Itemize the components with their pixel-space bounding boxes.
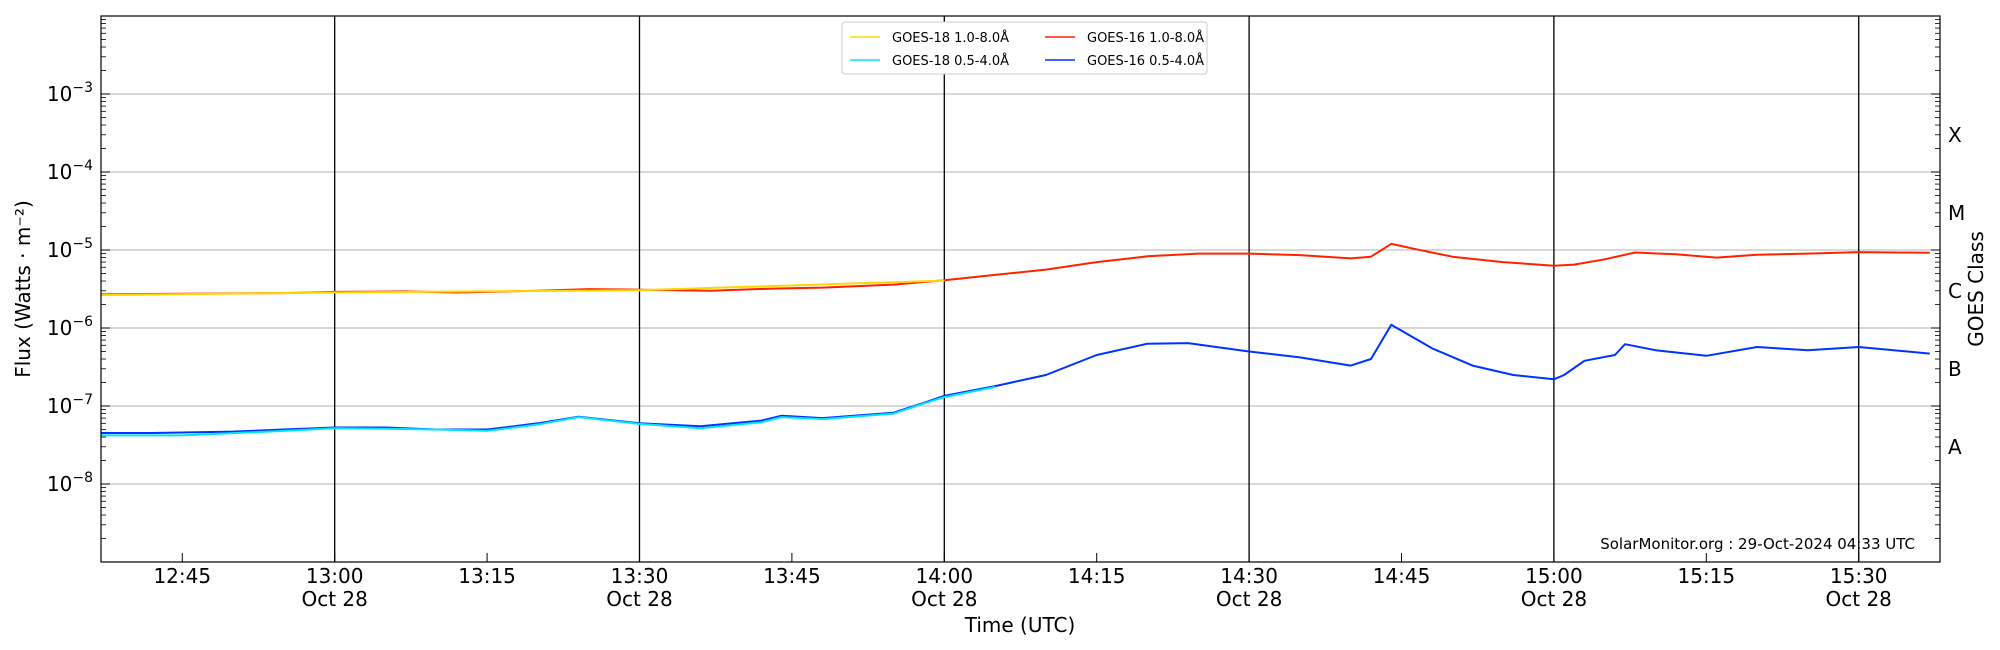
x-tick-label: 14:30 bbox=[1220, 564, 1278, 588]
legend-box bbox=[841, 21, 1208, 75]
y-tick-label: 10−3 bbox=[47, 80, 93, 106]
goes-class-label: B bbox=[1948, 357, 1962, 381]
x-tick-date-label: Oct 28 bbox=[1826, 587, 1892, 611]
goes-class-label: A bbox=[1948, 435, 1962, 459]
legend-label: GOES-16 1.0-8.0Å bbox=[1087, 30, 1204, 46]
x-tick-date-label: Oct 28 bbox=[1216, 587, 1282, 611]
y-tick-label: 10−5 bbox=[47, 236, 93, 262]
goes-class-label: X bbox=[1948, 123, 1962, 147]
x-tick-label: 14:15 bbox=[1068, 564, 1126, 588]
x-tick-label: 15:15 bbox=[1677, 564, 1735, 588]
x-tick-label: 13:00 bbox=[306, 564, 364, 588]
x-tick-label: 15:00 bbox=[1525, 564, 1583, 588]
y-tick-label: 10−6 bbox=[47, 314, 93, 340]
series-line-1 bbox=[101, 323, 1930, 434]
y-tick-label: 10−4 bbox=[47, 158, 93, 184]
x-tick-label: 13:45 bbox=[763, 564, 821, 588]
x-tick-label: 14:00 bbox=[915, 564, 973, 588]
series-line-3 bbox=[100, 279, 945, 296]
x-tick-label: 14:45 bbox=[1373, 564, 1431, 588]
x-tick-date-label: Oct 28 bbox=[911, 587, 977, 611]
x-tick-date-label: Oct 28 bbox=[1521, 587, 1587, 611]
x-tick-label: 13:30 bbox=[611, 564, 669, 588]
legend-label: GOES-18 1.0-8.0Å bbox=[892, 30, 1009, 46]
grid-lines bbox=[101, 16, 1940, 562]
y-tick-label: 10−7 bbox=[47, 392, 93, 418]
y-axis-title: Flux (Watts · m⁻²) bbox=[11, 200, 35, 378]
goes-class-label: M bbox=[1948, 201, 1965, 225]
series-line-0 bbox=[100, 242, 1930, 296]
x-tick-date-label: Oct 28 bbox=[606, 587, 672, 611]
x-axis-title: Time (UTC) bbox=[964, 613, 1076, 637]
plot-area-frame bbox=[100, 15, 1941, 563]
legend-label: GOES-16 0.5-4.0Å bbox=[1087, 53, 1204, 69]
y-tick-label: 10−8 bbox=[47, 470, 93, 496]
credit-text: SolarMonitor.org : 29-Oct-2024 04:33 UTC bbox=[1600, 535, 1915, 553]
x-tick-label: 15:30 bbox=[1830, 564, 1888, 588]
legend-label: GOES-18 0.5-4.0Å bbox=[892, 53, 1009, 69]
legend: GOES-18 1.0-8.0Å GOES-18 0.5-4.0Å GOES-16 … bbox=[841, 21, 1208, 75]
flux-series bbox=[100, 242, 1930, 437]
x-tick-label: 13:15 bbox=[458, 564, 516, 588]
series-line-2 bbox=[101, 386, 996, 437]
x-tick-date-label: Oct 28 bbox=[301, 587, 367, 611]
goes-class-axis-title: GOES Class bbox=[1964, 231, 1988, 347]
goes-class-label: C bbox=[1948, 279, 1962, 303]
x-tick-label: 12:45 bbox=[153, 564, 211, 588]
